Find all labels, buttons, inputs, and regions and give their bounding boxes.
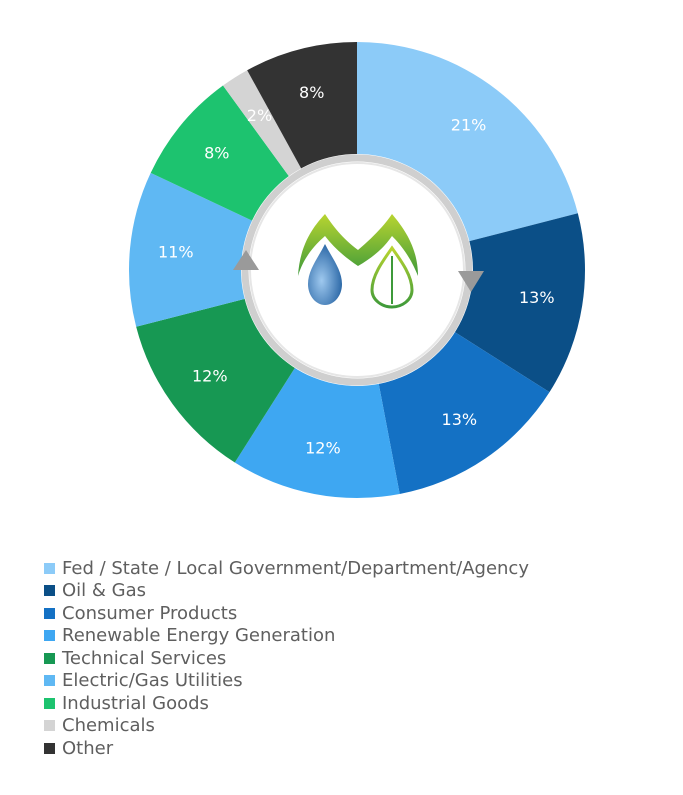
legend-swatch [44,607,55,619]
legend-swatch [44,562,55,574]
legend-swatch [44,675,55,687]
legend-item: Electric/Gas Utilities [44,670,529,693]
legend-item: Fed / State / Local Government/Departmen… [44,557,529,580]
legend-label: Electric/Gas Utilities [62,670,243,692]
slice-0 [357,42,578,244]
legend-item: Consumer Products [44,602,529,625]
slice-label-1: 13% [519,288,555,307]
legend-label: Oil & Gas [62,580,147,602]
slice-2 [376,326,550,494]
slice-7 [222,70,307,186]
legend-swatch [44,720,55,732]
legend-swatch [44,742,55,754]
legend-swatch [44,652,55,664]
slice-8 [247,42,357,178]
legend-item: Renewable Energy Generation [44,625,529,648]
slice-3 [234,358,400,498]
legend-item: Other [44,737,529,760]
legend-item: Oil & Gas [44,580,529,603]
slice-label-0: 21% [451,116,487,135]
legend-item: Chemicals [44,715,529,738]
slice-label-4: 12% [192,366,228,385]
legend-label: Fed / State / Local Government/Departmen… [62,557,529,579]
legend-label: Technical Services [62,647,227,669]
left-arrow-icon [233,250,259,270]
donut-slices [129,42,586,498]
right-arrow-icon [458,271,484,292]
legend-swatch [44,630,55,642]
legend-swatch [44,585,55,597]
slice-1 [445,213,586,393]
chart-legend: Fed / State / Local Government/Departmen… [44,557,529,760]
slice-6 [150,85,296,226]
slice-labels: 21% 13% 13% 12% 12% 11% 8% 2% 8% [158,83,555,457]
droplet-leaf-logo-icon [298,214,418,309]
legend-label: Chemicals [62,715,155,737]
slice-label-7: 2% [247,106,272,125]
slice-label-8: 8% [299,83,324,102]
slice-4 [136,296,301,463]
legend-label: Renewable Energy Generation [62,625,336,647]
slice-label-6: 8% [204,143,229,162]
slice-5 [129,172,262,327]
legend-label: Consumer Products [62,602,238,624]
slice-label-3: 12% [305,438,341,457]
slice-label-5: 11% [158,242,194,261]
legend-label: Other [62,737,114,759]
slice-label-2: 13% [442,410,478,429]
legend-item: Industrial Goods [44,692,529,715]
legend-item: Technical Services [44,647,529,670]
legend-label: Industrial Goods [62,692,209,714]
donut-chart: 21% 13% 13% 12% 12% 11% 8% 2% 8% [129,42,586,498]
cycle-ring-icon [233,154,484,386]
legend-swatch [44,697,55,709]
